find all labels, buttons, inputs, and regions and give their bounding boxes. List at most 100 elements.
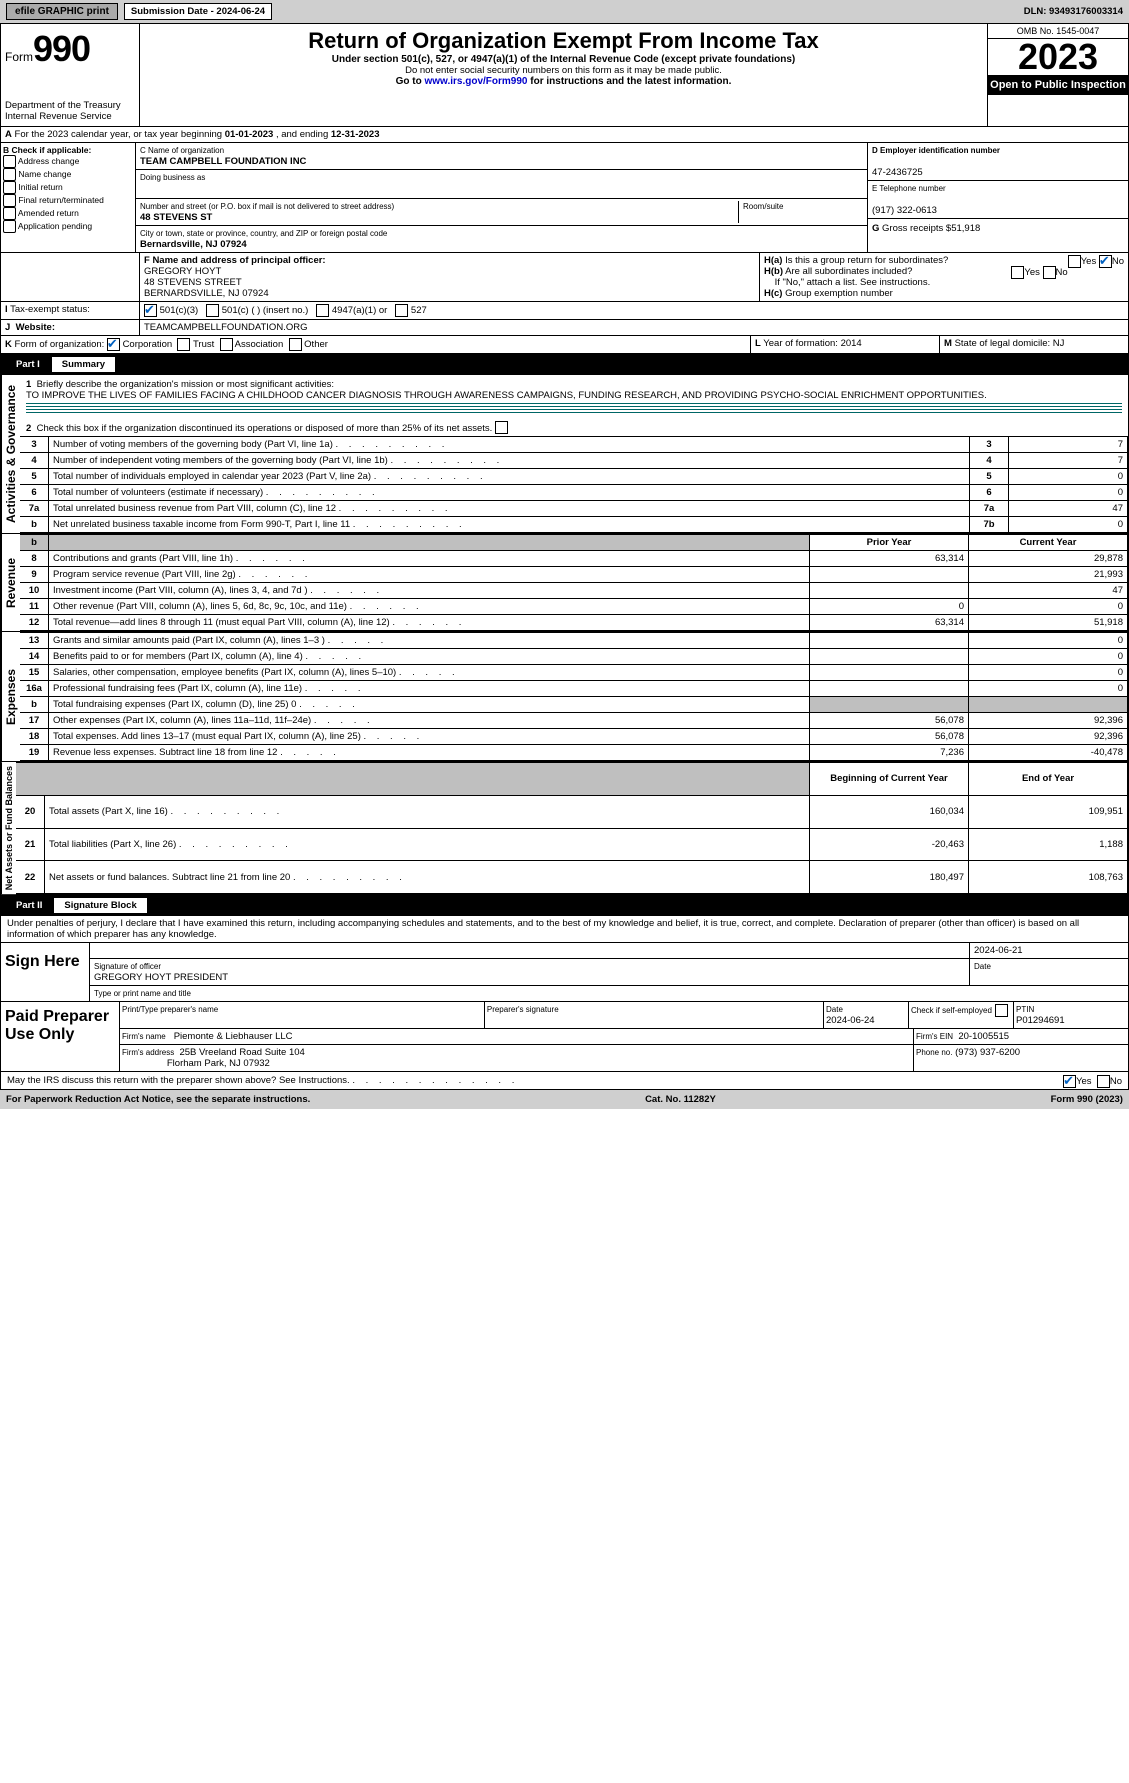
gross-receipts: 51,918 (951, 223, 980, 234)
opt-final: Final return/terminated (18, 195, 104, 205)
g-label: G (872, 223, 879, 234)
firm-addr-label: Firm's address (122, 1048, 174, 1057)
na-section: Net Assets or Fund Balances Beginning of… (0, 762, 1129, 895)
opt-name: Name change (18, 169, 71, 179)
form-header: Form990 Department of the Treasury Inter… (0, 24, 1129, 127)
street-label: Number and street (or P.O. box if mail i… (140, 202, 394, 211)
sign-here-label: Sign Here (1, 943, 90, 1001)
part2-num: Part II (8, 900, 50, 911)
chk-trust[interactable] (177, 338, 190, 351)
opt-address: Address change (18, 156, 79, 166)
dba-label: Doing business as (140, 173, 205, 182)
chk-final[interactable] (3, 194, 16, 207)
firm-addr1: 25B Vreeland Road Suite 104 (179, 1047, 304, 1058)
hb-yes[interactable] (1011, 266, 1024, 279)
o-4947: 4947(a)(1) or (332, 305, 387, 316)
goto-post: for instructions and the latest informat… (527, 76, 731, 87)
tax-status-row: I Tax-exempt status: 501(c)(3) 501(c) ( … (0, 302, 1129, 320)
public-inspection: Open to Public Inspection (988, 75, 1128, 95)
form-number: 990 (33, 28, 90, 69)
part1-title: Summary (52, 357, 115, 372)
mission-text: TO IMPROVE THE LIVES OF FAMILIES FACING … (26, 390, 987, 401)
mission-label: Briefly describe the organization's miss… (37, 379, 335, 390)
chk-assoc[interactable] (220, 338, 233, 351)
chk-527[interactable] (395, 304, 408, 317)
firm-name: Piemonte & Liebhauser LLC (174, 1031, 293, 1042)
na-table: Beginning of Current YearEnd of Year20To… (16, 762, 1128, 894)
ha-label: Is this a group return for subordinates? (785, 255, 948, 266)
chk-address-change[interactable] (3, 155, 16, 168)
top-bar: efile GRAPHIC print Submission Date - 20… (0, 0, 1129, 24)
o-501c3: 501(c)(3) (160, 305, 199, 316)
ag-section: Activities & Governance 1 Briefly descri… (0, 375, 1129, 534)
officer-street: 48 STEVENS STREET (144, 277, 242, 288)
officer-name: GREGORY HOYT (144, 266, 221, 277)
chk-4947[interactable] (316, 304, 329, 317)
hb-no[interactable] (1043, 266, 1056, 279)
line2-text: Check this box if the organization disco… (37, 423, 493, 434)
chk-pending[interactable] (3, 220, 16, 233)
rev-label: Revenue (1, 534, 20, 631)
perjury-text: Under penalties of perjury, I declare th… (0, 916, 1129, 943)
gross-label: Gross receipts $ (882, 223, 951, 234)
footer-center: Cat. No. 11282Y (645, 1094, 716, 1105)
irs-link[interactable]: www.irs.gov/Form990 (424, 76, 527, 87)
hb-label: Are all subordinates included? (785, 266, 912, 277)
footer-right: Form (1051, 1094, 1077, 1105)
submission-date: Submission Date - 2024-06-24 (124, 3, 272, 20)
firm-ein-label: Firm's EIN (916, 1032, 953, 1041)
gov-table: 3Number of voting members of the governi… (20, 436, 1128, 533)
street: 48 STEVENS ST (140, 212, 212, 223)
sign-date: 2024-06-21 (974, 945, 1023, 956)
exp-section: Expenses 13Grants and similar amounts pa… (0, 632, 1129, 762)
prep-date: 2024-06-24 (826, 1015, 875, 1026)
paid-label: Paid Preparer Use Only (1, 1002, 120, 1071)
hb-note: If "No," attach a list. See instructions… (775, 277, 931, 288)
chk-name-change[interactable] (3, 168, 16, 181)
prep-sig-label: Preparer's signature (487, 1005, 559, 1014)
chk-corp[interactable] (107, 338, 120, 351)
discuss-yes[interactable] (1063, 1075, 1076, 1088)
form-word: Form (5, 50, 33, 64)
chk-amended[interactable] (3, 207, 16, 220)
firm-phone: (973) 937-6200 (955, 1047, 1020, 1058)
chk-501c[interactable] (206, 304, 219, 317)
chk-other[interactable] (289, 338, 302, 351)
efile-button[interactable]: efile GRAPHIC print (6, 3, 118, 20)
part1-header: Part I Summary (0, 354, 1129, 375)
firm-phone-label: Phone no. (916, 1048, 952, 1057)
ptin: P01294691 (1016, 1015, 1065, 1026)
part2-title: Signature Block (54, 898, 146, 913)
m-label: State of legal domicile: (955, 338, 1051, 349)
ha-no[interactable] (1099, 255, 1112, 268)
rev-table: bPrior YearCurrent Year8Contributions an… (20, 534, 1128, 631)
subtitle-2: Do not enter social security numbers on … (144, 65, 983, 76)
chk-self-emp[interactable] (995, 1004, 1008, 1017)
chk-discontinued[interactable] (495, 421, 508, 434)
firm-ein: 20-1005515 (958, 1031, 1009, 1042)
firm-label: Firm's name (122, 1032, 166, 1041)
org-name: TEAM CAMPBELL FOUNDATION INC (140, 156, 306, 167)
ha-yes[interactable] (1068, 255, 1081, 268)
self-emp-label: Check if self-employed (911, 1006, 992, 1015)
website: TEAMCAMPBELLFOUNDATION.ORG (144, 322, 307, 333)
part1-num: Part I (8, 359, 48, 370)
footer-left: For Paperwork Reduction Act Notice, see … (6, 1094, 310, 1105)
period-row: A For the 2023 calendar year, or tax yea… (0, 127, 1129, 143)
i-label: Tax-exempt status: (10, 304, 90, 315)
room-label: Room/suite (743, 202, 783, 211)
chk-501c3[interactable] (144, 304, 157, 317)
phone: (917) 322-0613 (872, 205, 937, 216)
discuss-no[interactable] (1097, 1075, 1110, 1088)
irs-label: Internal Revenue Service (5, 111, 135, 122)
l-label: Year of formation: (763, 338, 838, 349)
chk-initial[interactable] (3, 181, 16, 194)
discuss-text: May the IRS discuss this return with the… (7, 1075, 350, 1086)
officer-city: BERNARDSVILLE, NJ 07924 (144, 288, 269, 299)
year-formed: 2014 (841, 338, 862, 349)
entity-block: B Check if applicable: Address change Na… (0, 143, 1129, 253)
period-label: For the 2023 calendar year, or tax year … (15, 129, 225, 140)
officer-sig-name: GREGORY HOYT PRESIDENT (94, 972, 228, 983)
prep-name-label: Print/Type preparer's name (122, 1005, 218, 1014)
city: Bernardsville, NJ 07924 (140, 239, 247, 250)
